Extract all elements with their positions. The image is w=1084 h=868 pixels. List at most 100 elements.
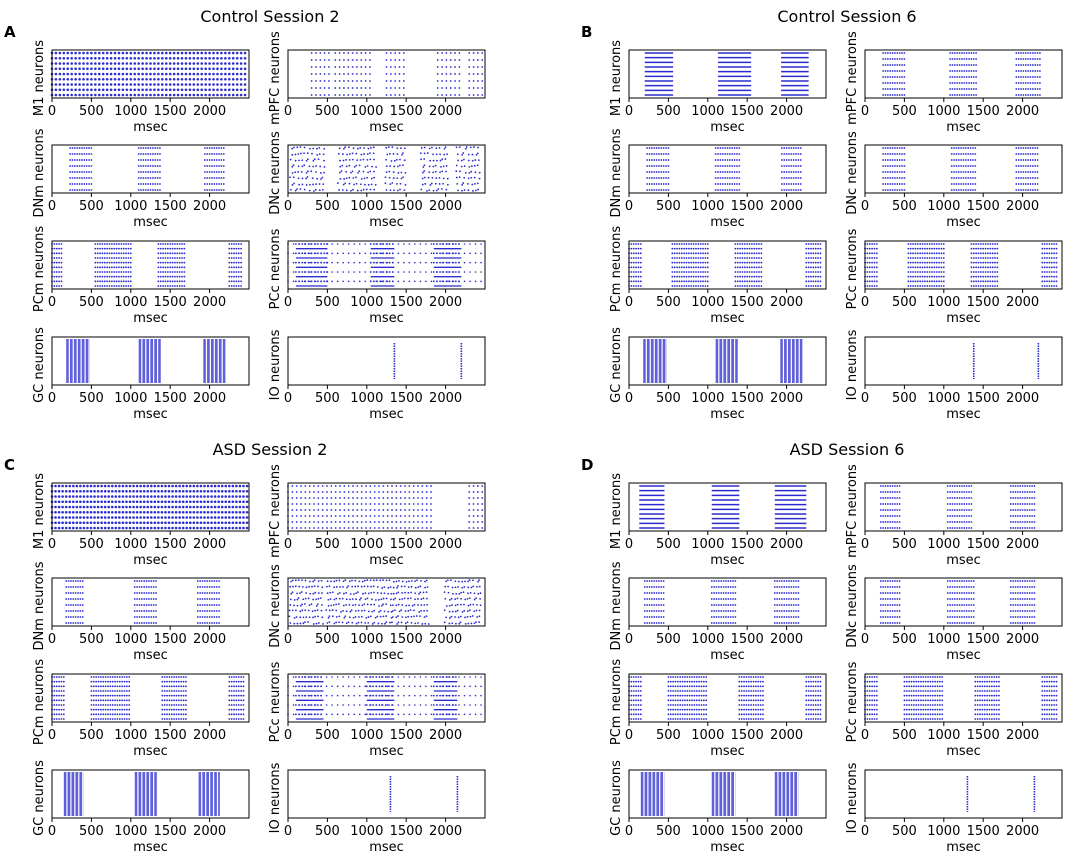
spike-dot — [717, 147, 719, 149]
y-axis-label: PCm neurons — [32, 226, 47, 312]
spike-dot — [807, 252, 810, 255]
spike-dot — [916, 271, 919, 273]
spike-dot — [178, 271, 181, 273]
spike-dot — [894, 88, 896, 90]
spike-dot — [931, 271, 933, 273]
spike-dot — [168, 83, 172, 86]
spike-dot — [909, 243, 912, 245]
spike-dot — [667, 177, 670, 179]
spike-dot — [435, 177, 438, 180]
spike-dot — [481, 521, 484, 523]
spike-dot — [133, 62, 137, 65]
spike-dot — [923, 243, 926, 245]
spike-dot — [882, 76, 885, 78]
spike-dot — [222, 165, 225, 167]
spike-dot — [110, 484, 114, 488]
spike-dot — [1024, 58, 1027, 60]
spike-dot — [320, 579, 323, 582]
spike-dot — [310, 52, 313, 54]
spike-dot — [360, 491, 363, 493]
spike-dot — [338, 94, 341, 96]
spike-dot — [1046, 271, 1048, 273]
spike-dot — [392, 280, 394, 283]
spike-dot — [120, 271, 123, 273]
spike-dot — [65, 610, 68, 612]
spike-dot — [1015, 183, 1018, 185]
spike-dot — [184, 56, 188, 60]
spike-dot — [315, 80, 317, 82]
spike-dot — [982, 285, 985, 287]
spike-dot — [632, 275, 635, 278]
spike-dot — [1050, 247, 1053, 250]
spike-dot — [963, 64, 966, 66]
spike-dot — [159, 247, 162, 250]
spike-dot — [958, 52, 961, 54]
x-tick-label: 1500 — [967, 104, 1000, 119]
spike-dot — [477, 527, 479, 529]
spike-dot — [357, 171, 360, 174]
spike-dot — [319, 59, 322, 61]
spike-dot — [419, 271, 422, 273]
spike-dot — [100, 521, 103, 525]
spike-dot — [360, 52, 363, 54]
spike-dot — [128, 521, 132, 525]
spike-dot — [302, 598, 305, 601]
spike-dot — [328, 52, 330, 54]
spike-dot — [382, 252, 385, 255]
spike-dot — [648, 165, 651, 167]
spike-dot — [965, 76, 968, 78]
spike-dot — [339, 515, 341, 517]
spike-dot — [110, 257, 113, 259]
x-tick-label: 0 — [284, 295, 292, 310]
spike-dot — [125, 271, 127, 273]
spike-dot — [868, 266, 871, 269]
spike-dot — [78, 93, 81, 97]
spike-dot — [726, 147, 729, 149]
spike-dot — [871, 243, 873, 245]
spike-dot — [425, 261, 427, 264]
spike-dot — [347, 87, 350, 89]
spike-dot — [176, 83, 180, 86]
spike-dot — [174, 516, 178, 519]
spike-dot — [423, 170, 426, 172]
spike-dot — [429, 159, 432, 162]
spike-dot — [159, 257, 162, 259]
spike-dot — [935, 271, 938, 273]
spike-dot — [172, 77, 176, 81]
x-tick-label: 2000 — [193, 391, 226, 406]
spike-dot — [213, 526, 217, 530]
spike-dot — [717, 183, 719, 185]
spike-dot — [160, 521, 164, 525]
spike-dot — [1022, 64, 1025, 66]
spike-dot — [203, 592, 206, 594]
spike-dot — [62, 83, 66, 86]
spike-dot — [748, 275, 751, 278]
spike-dot — [962, 183, 965, 185]
spike-dot — [449, 94, 452, 96]
spike-dot — [982, 271, 985, 273]
spike-dot — [935, 261, 938, 264]
spike-dot — [404, 183, 407, 186]
spike-dot — [755, 266, 758, 269]
spike-dot — [891, 153, 894, 155]
spike-dot — [55, 243, 58, 245]
spike-dot — [199, 484, 203, 488]
spike-dot — [685, 261, 688, 264]
spike-dot — [181, 243, 183, 245]
spike-dot — [136, 580, 139, 582]
spike-dot — [118, 271, 120, 273]
spike-dot — [919, 280, 922, 283]
spike-dot — [477, 94, 479, 96]
spike-dot — [743, 285, 746, 287]
spike-dot — [785, 183, 788, 185]
spike-dot — [455, 170, 458, 173]
spike-dot — [94, 67, 97, 71]
spike-dot — [635, 285, 637, 287]
spike-dot — [955, 189, 958, 191]
spike-dot — [90, 56, 93, 60]
spike-dot — [210, 521, 213, 525]
spike-dot — [953, 64, 956, 66]
spike-dot — [977, 257, 980, 259]
spike-dot — [454, 87, 456, 89]
spike-dot — [807, 257, 810, 259]
